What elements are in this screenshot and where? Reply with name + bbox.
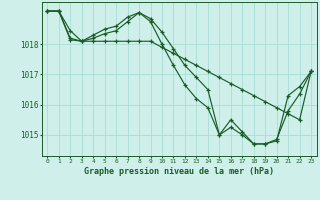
X-axis label: Graphe pression niveau de la mer (hPa): Graphe pression niveau de la mer (hPa) — [84, 167, 274, 176]
